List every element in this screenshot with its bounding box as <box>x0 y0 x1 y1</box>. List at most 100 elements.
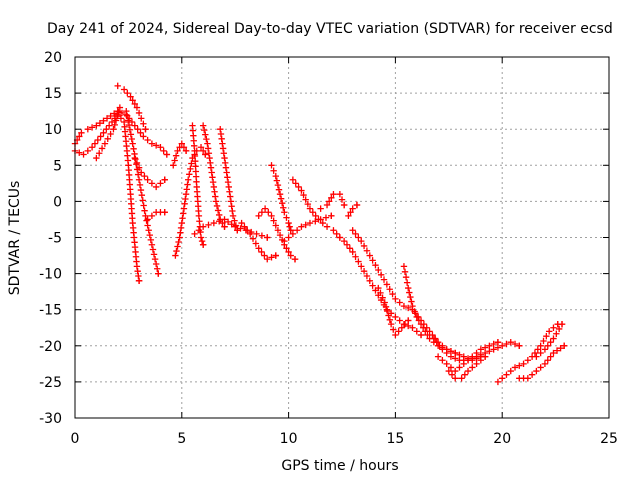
data-point <box>382 303 390 311</box>
data-point <box>172 252 179 259</box>
data-point <box>111 121 118 129</box>
data-point <box>315 216 322 223</box>
data-point <box>204 140 211 147</box>
data-point <box>319 219 326 227</box>
data-point <box>178 140 185 147</box>
data-point <box>477 346 485 353</box>
data-point <box>131 100 139 108</box>
series-prn-o <box>268 162 294 234</box>
y-tick-label: 10 <box>44 122 62 138</box>
data-point <box>223 169 230 176</box>
data-point <box>473 349 480 357</box>
data-point <box>84 126 92 133</box>
data-point <box>214 207 222 214</box>
y-tick-label: -10 <box>39 267 62 283</box>
data-point <box>133 159 141 167</box>
x-tick-label: 25 <box>600 431 618 447</box>
data-point <box>537 342 544 349</box>
data-point <box>199 223 207 230</box>
data-point <box>555 325 563 333</box>
data-point <box>298 223 305 230</box>
data-point <box>443 360 450 368</box>
data-point <box>180 144 188 151</box>
data-point <box>148 180 156 187</box>
data-point <box>212 198 220 205</box>
data-point <box>147 236 155 244</box>
data-point <box>302 221 309 229</box>
data-point <box>407 293 414 301</box>
data-point <box>405 284 412 292</box>
data-point <box>448 371 456 378</box>
data-point <box>389 290 396 298</box>
y-tick-label: -30 <box>39 411 62 427</box>
data-point <box>443 349 450 357</box>
data-point <box>520 360 527 368</box>
data-point <box>222 164 230 171</box>
data-point <box>402 274 410 281</box>
data-point <box>203 135 210 143</box>
data-point <box>261 252 268 259</box>
data-point <box>231 217 238 224</box>
data-point <box>330 190 337 198</box>
data-point <box>516 342 523 349</box>
data-point <box>283 214 290 221</box>
data-point <box>553 347 561 354</box>
data-point <box>219 145 227 152</box>
data-point <box>258 248 265 256</box>
data-point <box>138 115 145 122</box>
data-point <box>261 205 269 212</box>
data-point <box>210 183 218 191</box>
data-point <box>413 328 420 335</box>
data-point <box>133 263 141 270</box>
data-point <box>287 227 294 234</box>
data-point <box>400 302 408 310</box>
data-point <box>340 201 348 209</box>
data-point <box>255 245 262 252</box>
data-point <box>494 378 502 386</box>
data-point <box>352 230 359 238</box>
data-point <box>460 360 467 368</box>
data-point <box>221 216 228 223</box>
series-prn-b <box>71 111 143 285</box>
series-prn-i <box>189 122 207 248</box>
data-point <box>135 176 143 183</box>
series-prn-k <box>217 126 241 234</box>
data-point <box>411 308 418 315</box>
data-point <box>258 209 266 216</box>
data-point <box>511 364 519 371</box>
data-point <box>208 169 215 176</box>
data-point <box>390 326 397 333</box>
data-point <box>276 231 284 239</box>
data-point <box>175 238 182 246</box>
data-point <box>219 219 226 227</box>
data-point <box>100 117 107 124</box>
data-point <box>383 281 391 288</box>
data-point <box>547 338 554 346</box>
series-prn-p <box>281 212 335 245</box>
data-point <box>306 205 314 212</box>
data-point <box>129 140 136 147</box>
data-point <box>363 247 371 254</box>
data-point <box>210 219 218 227</box>
data-point <box>291 255 299 263</box>
data-point <box>265 209 272 216</box>
data-point <box>252 240 260 247</box>
data-point <box>229 212 237 220</box>
data-point <box>317 205 324 212</box>
data-point <box>304 200 312 208</box>
data-point <box>227 198 235 205</box>
data-point <box>396 317 403 324</box>
data-point <box>218 135 225 143</box>
data-point <box>201 126 208 134</box>
y-axis-label: SDTVAR / TECUs <box>7 181 23 296</box>
data-point <box>150 251 158 258</box>
data-point <box>88 124 96 131</box>
data-point <box>202 151 209 158</box>
data-point <box>456 364 463 371</box>
data-point <box>104 135 111 143</box>
data-point <box>105 122 113 129</box>
data-point <box>180 205 188 212</box>
data-point <box>215 211 223 219</box>
data-point <box>268 212 275 220</box>
data-point <box>380 276 388 283</box>
